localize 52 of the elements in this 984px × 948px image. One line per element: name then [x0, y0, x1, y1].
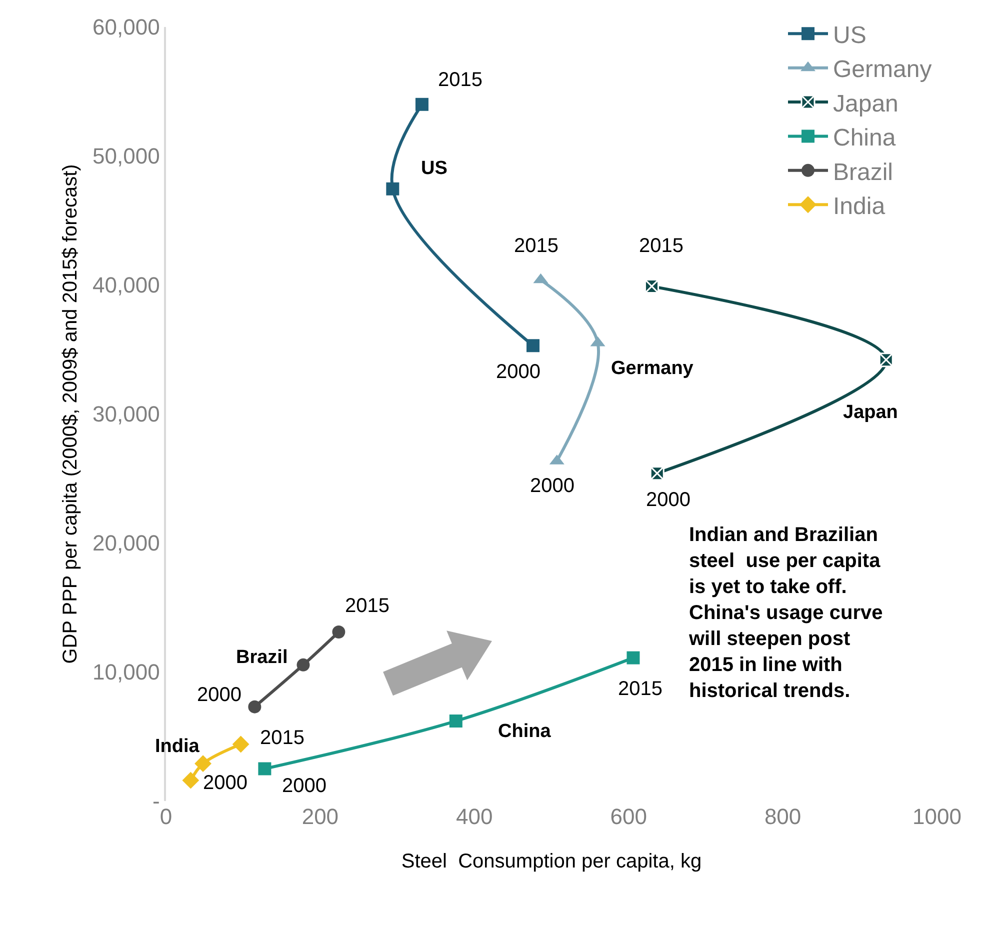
annotation: 2015: [345, 595, 390, 617]
y-tick-label: 10,000: [92, 660, 160, 685]
annotation: 2000: [203, 772, 248, 794]
annotation: Indian and Brazilian steel use per capita is yet to take off. China's usage curve will steepen post 2015 in line with historical trends.: [688, 524, 883, 702]
x-tick-label: 0: [160, 804, 172, 829]
x-tick-label: 200: [302, 804, 339, 829]
annotation: 2000: [197, 684, 242, 706]
legend-label: India: [833, 192, 886, 220]
legend-label: US: [833, 22, 866, 49]
point: [626, 651, 640, 664]
y-tick-label: 30,000: [92, 402, 160, 427]
annotation: 2015: [260, 727, 304, 749]
point: [415, 98, 428, 111]
annotation: 2015: [639, 235, 684, 257]
y-tick-label: 20,000: [92, 530, 160, 556]
annotation: 2000: [496, 361, 540, 383]
y-tick-label: 40,000: [92, 272, 160, 298]
annotation: Brazil: [236, 647, 288, 668]
x-axis-title: Steel Consumption per capita, kg: [401, 850, 702, 872]
point: [332, 626, 346, 639]
point: [258, 762, 272, 776]
annotation: 2000: [282, 775, 326, 797]
point: [194, 755, 212, 772]
annotation: 2000: [530, 475, 574, 497]
annotation: India: [155, 736, 200, 757]
annotation: US: [421, 158, 448, 179]
y-tick-label: 60,000: [92, 14, 160, 40]
x-tick-label: 1000: [912, 804, 962, 829]
x-tick-label: 400: [456, 804, 493, 829]
x-tick-label: 600: [610, 804, 647, 829]
y-axis-title: GDP PPP per capita (2000$, 2009$ and 2015$ forecast): [60, 164, 82, 664]
y-tick-label: 50,000: [92, 144, 160, 169]
point: [182, 772, 200, 789]
legend-label: China: [833, 124, 896, 152]
annotation: 2015: [514, 235, 558, 257]
point: [386, 182, 400, 196]
point: [449, 714, 462, 728]
x-tick-label: 800: [764, 804, 802, 829]
annotation: 2015: [618, 678, 662, 700]
y-tick-label: -: [152, 788, 160, 814]
legend-label: Japan: [833, 90, 898, 118]
point: [232, 736, 250, 753]
point: [526, 339, 540, 352]
annotation: China: [498, 721, 552, 742]
point: [296, 658, 310, 672]
annotation: Japan: [843, 402, 898, 423]
annotation: 2015: [438, 69, 482, 91]
annotation: 2000: [646, 489, 690, 511]
legend-label: Brazil: [833, 158, 894, 186]
legend-label: Germany: [833, 56, 932, 84]
point: [248, 700, 262, 714]
annotation: Germany: [611, 358, 694, 379]
